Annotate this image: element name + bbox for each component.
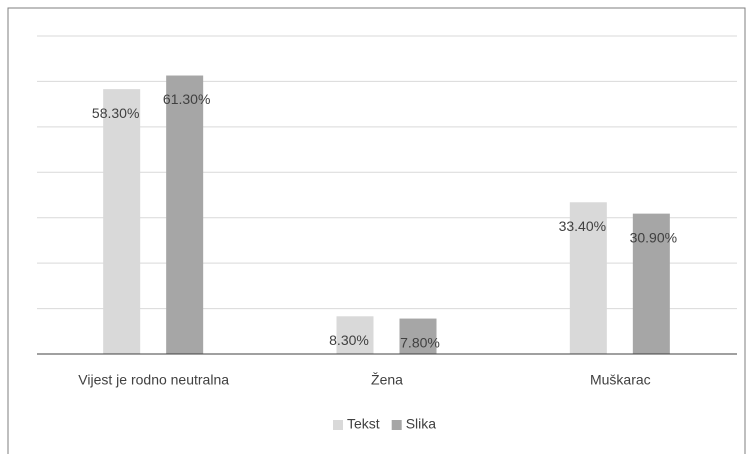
x-tick-label: Žena: [371, 372, 403, 388]
value-label: 58.30%: [92, 105, 139, 121]
bar: [569, 202, 607, 354]
legend-swatch: [333, 420, 343, 430]
legend-label: Tekst: [347, 416, 380, 432]
bar: [632, 213, 670, 354]
value-label: 8.30%: [329, 332, 369, 348]
value-label: 30.90%: [630, 229, 677, 245]
chart-frame: [7, 7, 746, 454]
legend-label: Slika: [406, 416, 437, 432]
x-tick-label: Vijest je rodno neutralna: [78, 372, 229, 388]
bar: [399, 318, 437, 354]
bar: [166, 75, 204, 354]
value-label: 33.40%: [559, 218, 606, 234]
value-label: 61.30%: [163, 91, 210, 107]
value-label: 7.80%: [400, 334, 440, 350]
bar: [336, 316, 374, 354]
bar: [103, 89, 141, 354]
legend-swatch: [391, 420, 402, 430]
x-tick-label: Muškarac: [590, 372, 651, 388]
